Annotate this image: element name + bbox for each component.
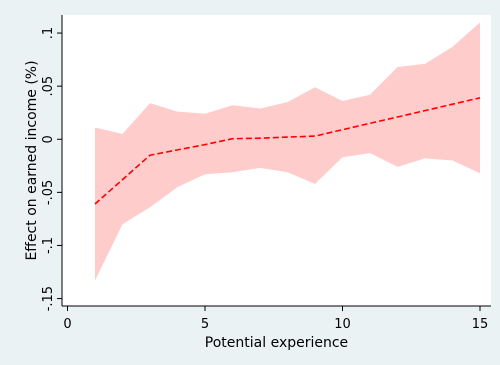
series-line-0 xyxy=(94,97,481,205)
x-tick-label: 5 xyxy=(201,317,209,332)
y-tick-label: -.15 xyxy=(41,286,56,311)
axes xyxy=(61,15,491,307)
x-ticks: 0 5 10 15 xyxy=(63,306,488,332)
x-tick-label: 15 xyxy=(472,317,489,332)
series-line-layer xyxy=(94,97,481,205)
confidence-band xyxy=(95,22,480,281)
y-ticks: -.15 -.1 -.05 0 .05 .1 xyxy=(41,27,62,311)
y-tick-label: .1 xyxy=(41,27,56,39)
x-tick-label: 10 xyxy=(334,317,351,332)
x-tick-label: 0 xyxy=(63,317,71,332)
x-axis-label: Potential experience xyxy=(205,335,348,351)
y-tick-label: .05 xyxy=(41,76,56,97)
y-axis-label: Effect on earned income (%) xyxy=(24,60,40,260)
y-tick-label: -.1 xyxy=(41,237,56,254)
y-tick-label: 0 xyxy=(41,135,56,143)
confidence-band-layer xyxy=(95,22,480,281)
y-tick-label: -.05 xyxy=(41,180,56,205)
